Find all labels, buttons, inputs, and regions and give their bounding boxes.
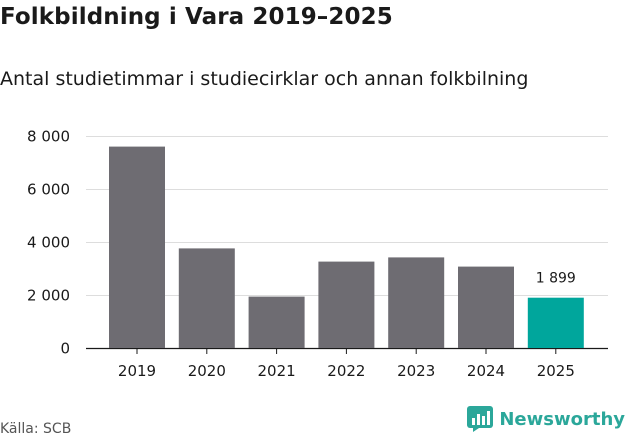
y-tick-label: 2 000: [27, 287, 70, 305]
y-tick-label: 4 000: [27, 234, 70, 252]
y-tick-label: 6 000: [27, 181, 70, 199]
newsworthy-logo-icon: [467, 406, 494, 432]
bar-2025: [527, 297, 584, 348]
chart-subtitle: Antal studietimmar i studiecirklar och a…: [0, 68, 529, 90]
x-tick-label-2020: 2020: [188, 362, 226, 380]
brand-logo: Newsworthy: [467, 406, 625, 432]
y-tick-label: 0: [60, 340, 70, 358]
source-note: Källa: SCB: [0, 421, 72, 437]
bar-2020: [178, 248, 235, 348]
y-tick-label: 8 000: [27, 128, 70, 146]
bar-2023: [388, 257, 445, 348]
y-axis-ticks: 0 2 000 4 000 6 000 8 000: [27, 128, 70, 358]
bar-2019: [109, 146, 165, 348]
x-axis-ticks: 2019 2020 2021 2022 2023 2024 2025: [118, 348, 575, 380]
x-tick-label-2024: 2024: [467, 362, 505, 380]
x-tick-label-2022: 2022: [327, 362, 365, 380]
chart-title: Folkbildning i Vara 2019–2025: [0, 4, 393, 30]
brand-name: Newsworthy: [499, 408, 625, 430]
data-label-2025: 1 899: [536, 271, 576, 287]
x-tick-label-2023: 2023: [397, 362, 435, 380]
bars: [109, 146, 584, 348]
bar-2024: [458, 266, 514, 348]
x-tick-label-2025: 2025: [537, 362, 575, 380]
x-tick-label-2021: 2021: [258, 362, 296, 380]
bar-2021: [248, 296, 305, 348]
data-labels: 1 899: [536, 271, 576, 287]
bar-2022: [318, 261, 375, 348]
x-tick-label-2019: 2019: [118, 362, 156, 380]
